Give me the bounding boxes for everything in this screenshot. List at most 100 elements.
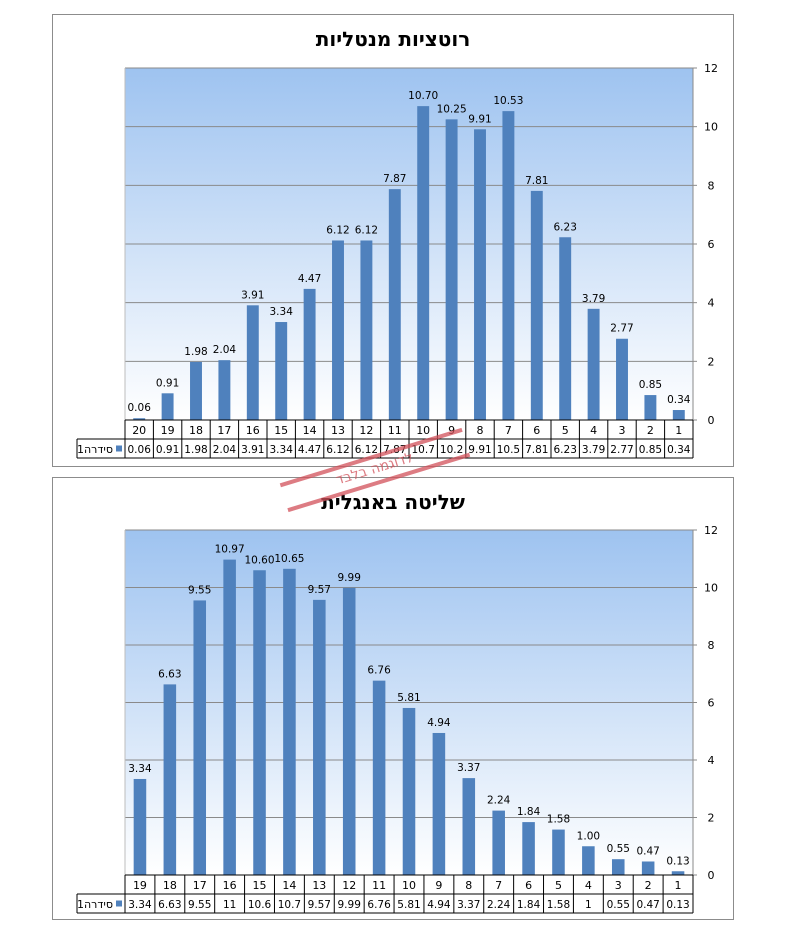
- data-label: 10.60: [244, 554, 274, 566]
- data-label: 9.99: [338, 572, 361, 584]
- table-value: 4.94: [427, 899, 451, 911]
- x-tick-label: 14: [282, 879, 296, 892]
- table-value: 3.34: [270, 444, 294, 456]
- x-tick-label: 2: [645, 879, 652, 892]
- y-tick-label: 2: [708, 812, 715, 825]
- table-value: 10.5: [497, 444, 520, 456]
- data-label: 6.12: [326, 224, 349, 236]
- x-tick-label: 20: [132, 424, 146, 437]
- x-tick-label: 5: [555, 879, 562, 892]
- data-label: 1.84: [517, 806, 541, 818]
- x-tick-label: 10: [402, 879, 416, 892]
- y-tick-label: 12: [704, 62, 718, 75]
- table-value: 0.85: [639, 444, 662, 456]
- x-tick-label: 17: [217, 424, 231, 437]
- table-value: 0.55: [607, 899, 630, 911]
- table-value: 10.2: [440, 444, 463, 456]
- table-value: 3.37: [457, 899, 480, 911]
- data-label: 0.91: [156, 377, 179, 389]
- bar: [445, 119, 458, 420]
- y-tick-label: 0: [708, 869, 715, 882]
- table-value: 2.04: [213, 444, 237, 456]
- table-value: 7.87: [383, 444, 406, 456]
- x-tick-label: 15: [274, 424, 288, 437]
- bar: [559, 237, 572, 420]
- data-label: 4.47: [298, 273, 321, 285]
- bar: [133, 418, 146, 420]
- table-value: 1.58: [547, 899, 570, 911]
- chart-title: רוטציות מנטליות: [315, 27, 471, 51]
- data-label: 6.12: [355, 224, 378, 236]
- table-value: 9.57: [308, 899, 331, 911]
- x-tick-label: 16: [246, 424, 260, 437]
- y-tick-label: 6: [708, 697, 715, 710]
- bar: [246, 305, 259, 420]
- data-label: 1.00: [577, 830, 600, 842]
- x-tick-label: 9: [448, 424, 455, 437]
- x-tick-label: 13: [331, 424, 345, 437]
- bar: [190, 361, 202, 420]
- chart-english-proficiency: שליטה באנגלית 0 2 4 6 8 10 12 3.34 6.63 9.55 10.97…: [52, 477, 734, 920]
- data-label: 6.23: [554, 221, 577, 233]
- table-value: 0.06: [128, 444, 152, 456]
- x-tick-label: 7: [505, 424, 512, 437]
- bar: [223, 559, 236, 875]
- table-value: 3.79: [582, 444, 605, 456]
- x-tick-label: 5: [562, 424, 569, 437]
- y-tick-label: 8: [708, 639, 715, 652]
- x-tick-label: 7: [495, 879, 502, 892]
- bar: [313, 599, 326, 875]
- data-label: 3.37: [457, 762, 480, 774]
- data-label: 7.87: [383, 173, 406, 185]
- bar: [672, 410, 685, 420]
- x-tick-label: 19: [133, 879, 147, 892]
- table-value: 6.76: [367, 899, 391, 911]
- bar: [161, 393, 174, 420]
- bar: [641, 861, 655, 875]
- bar: [218, 360, 231, 420]
- table-value: 10.7: [412, 444, 435, 456]
- bar: [372, 680, 386, 875]
- data-label: 10.70: [408, 90, 438, 102]
- x-tick-label: 6: [525, 879, 532, 892]
- x-tick-label: 11: [388, 424, 402, 437]
- bar: [303, 288, 316, 420]
- bar: [432, 732, 446, 875]
- table-value: 6.23: [554, 444, 577, 456]
- bar: [671, 871, 685, 875]
- y-tick-label: 12: [704, 524, 718, 537]
- x-tick-label: 16: [223, 879, 237, 892]
- bar: [133, 778, 147, 875]
- table-value: 11: [223, 899, 236, 911]
- y-tick-label: 10: [704, 582, 718, 595]
- x-tick-label: 12: [359, 424, 373, 437]
- table-value: 2.24: [487, 899, 511, 911]
- x-tick-label: 12: [342, 879, 356, 892]
- bar: [502, 111, 515, 421]
- y-tick-label: 10: [704, 121, 718, 134]
- table-value: 1.98: [184, 444, 207, 456]
- x-tick-label: 19: [161, 424, 175, 437]
- data-label: 2.24: [487, 795, 511, 807]
- bar: [587, 308, 600, 420]
- data-label: 5.81: [397, 692, 420, 704]
- bar: [522, 822, 535, 875]
- data-label: 1.98: [184, 346, 207, 358]
- data-label: 9.91: [468, 113, 491, 125]
- table-value: 3.91: [241, 444, 264, 456]
- data-label: 0.06: [128, 402, 152, 414]
- bar: [474, 129, 486, 420]
- bar: [342, 587, 356, 875]
- y-tick-label: 8: [708, 179, 715, 192]
- table-value: 2.77: [610, 444, 633, 456]
- bar: [552, 829, 565, 875]
- legend-key: [116, 900, 122, 907]
- data-label: 4.94: [427, 717, 451, 729]
- bar: [163, 684, 177, 875]
- bar: [492, 810, 505, 875]
- data-label: 2.77: [610, 323, 633, 335]
- bar: [417, 106, 430, 420]
- data-label: 10.53: [493, 95, 523, 107]
